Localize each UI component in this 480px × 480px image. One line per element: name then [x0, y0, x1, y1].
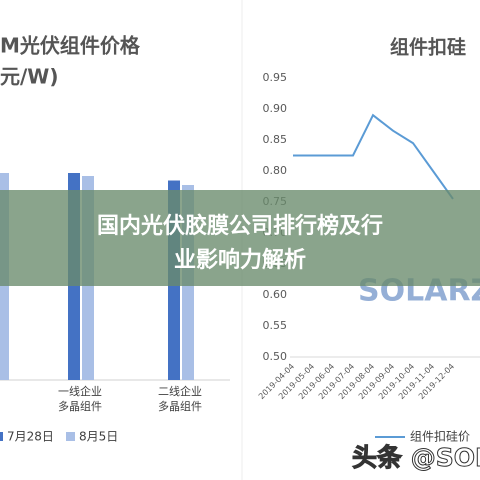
legend-label: 8月5日 [79, 430, 118, 444]
legend-swatch [66, 432, 75, 441]
legend-label: 组件扣硅价 [410, 430, 470, 444]
y-tick-label: 0.60 [263, 288, 288, 301]
y-tick-label: 0.90 [263, 102, 288, 115]
y-tick-label: 0.95 [263, 71, 288, 84]
banner-line: 国内光伏胶膜公司排行榜及行 [96, 214, 383, 239]
legend-label: 7月28日 [7, 430, 54, 444]
watermark: 头条 @SOL [352, 443, 480, 473]
y-tick-label: 0.55 [263, 319, 288, 332]
x-tick-label: 二线企业 多晶组件 [158, 385, 202, 413]
x-tick-label: 一线企业 多晶组件 [58, 385, 102, 413]
y-tick-label: 0.50 [263, 350, 288, 363]
line [293, 113, 454, 200]
chart-title: M光伏组件价格 [0, 34, 141, 58]
legend-swatch [0, 432, 3, 441]
chart-title: 组件扣硅 [390, 36, 466, 59]
chart-subtitle: 元/W) [0, 65, 59, 89]
y-tick-label: 0.85 [263, 133, 288, 146]
y-tick-label: 0.80 [263, 164, 288, 177]
banner: 国内光伏胶膜公司排行榜及行 业影响力解析 [0, 190, 480, 286]
banner-line: 业影响力解析 [173, 248, 306, 273]
